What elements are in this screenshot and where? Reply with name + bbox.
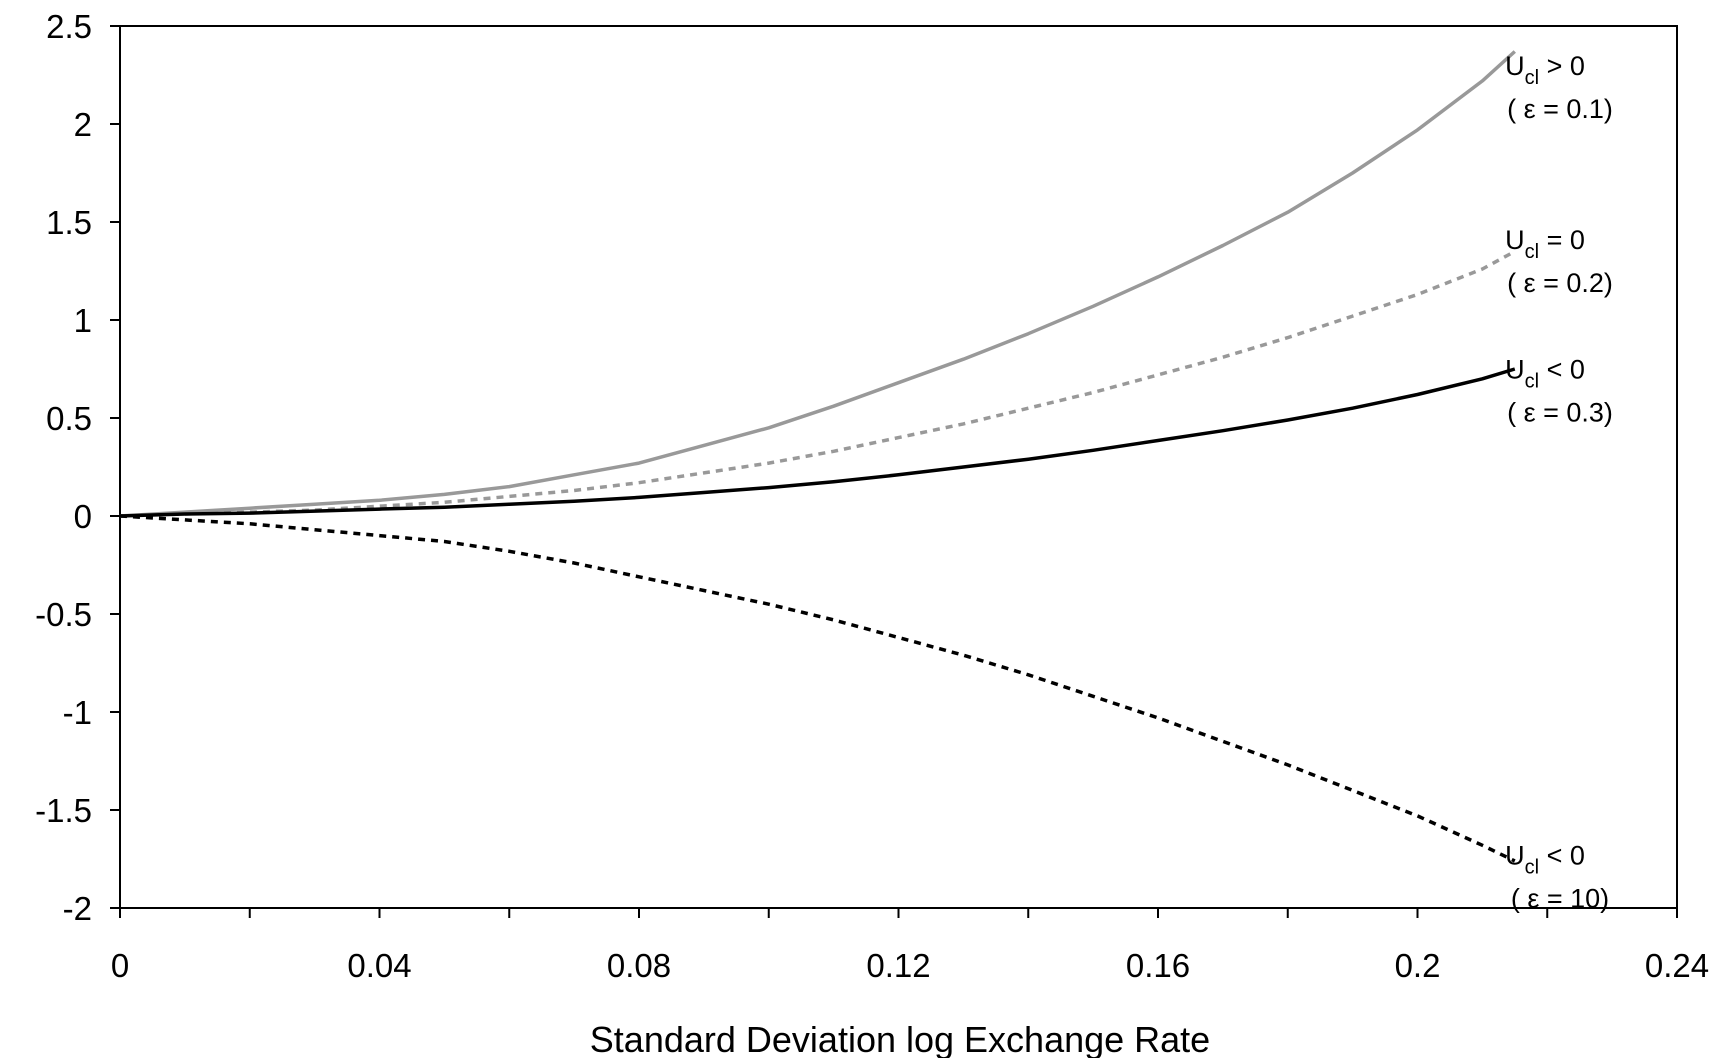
series-annotation-2: Ucl = 0 [1505, 225, 1585, 263]
plot-area [119, 25, 1678, 909]
x-tick-label: 0.08 [607, 947, 671, 984]
series-annotation-param-4: ( ε = 10) [1511, 884, 1609, 914]
series-line-1 [119, 50, 1516, 518]
series-annotations: Ucl > 0 ( ε = 0.1) Ucl = 0 ( ε = 0.2) Ucl < … [1505, 51, 1613, 914]
series-annotation-param-3: ( ε = 0.3) [1507, 398, 1613, 428]
y-tick-label: -0.5 [35, 596, 92, 633]
x-tick-label: 0.16 [1126, 947, 1190, 984]
y-axis: 2.5 2 1.5 1 0.5 0 -0.5 -1 -1.5 -2 [35, 8, 120, 927]
y-tick-label: 0.5 [46, 400, 92, 437]
series-annotation-3: Ucl < 0 [1505, 355, 1585, 393]
y-tick-label: -1.5 [35, 792, 92, 829]
series-annotation-param-1: ( ε = 0.1) [1507, 94, 1613, 124]
y-tick-label: 1.5 [46, 204, 92, 241]
x-axis: 0 0.04 0.08 0.12 0.16 0.2 0.24 [111, 908, 1709, 984]
y-tick-label: 1 [74, 302, 92, 339]
series-layer [119, 50, 1516, 863]
x-tick-label: 0.2 [1395, 947, 1441, 984]
series-annotation-4: Ucl < 0 [1505, 841, 1585, 879]
y-tick-label: 0 [74, 498, 92, 535]
series-line-2 [119, 249, 1516, 518]
x-tick-label: 0.12 [866, 947, 930, 984]
y-tick-label: -2 [63, 890, 92, 927]
x-tick-label: 0.24 [1645, 947, 1709, 984]
plot-border [119, 25, 1678, 909]
y-tick-label: 2 [74, 106, 92, 143]
x-tick-label: 0 [111, 947, 129, 984]
y-tick-label: -1 [63, 694, 92, 731]
x-tick-label: 0.04 [347, 947, 411, 984]
series-line-3 [119, 367, 1516, 518]
series-annotation-param-2: ( ε = 0.2) [1507, 268, 1613, 298]
y-tick-label: 2.5 [46, 8, 92, 45]
series-annotation-1: Ucl > 0 [1505, 51, 1585, 89]
series-line-4 [119, 514, 1516, 863]
x-axis-title: Standard Deviation log Exchange Rate [590, 1019, 1210, 1058]
